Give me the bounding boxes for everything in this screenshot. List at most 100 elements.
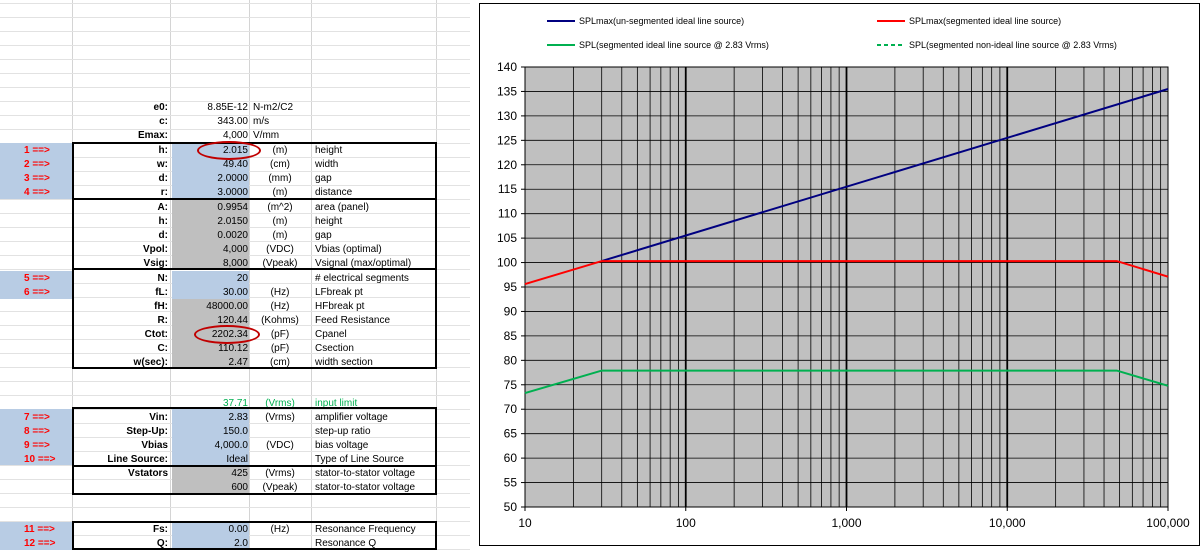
- cell-label[interactable]: Vbias: [141, 440, 168, 451]
- cell-label[interactable]: Vpol:: [143, 244, 168, 255]
- cell-description[interactable]: gap: [315, 173, 332, 184]
- cell-description[interactable]: Resonance Q: [315, 538, 377, 549]
- cell-unit[interactable]: [251, 453, 309, 466]
- cell-description[interactable]: height: [315, 145, 343, 156]
- cell-unit[interactable]: (Hz): [270, 524, 290, 535]
- cell-unit[interactable]: (m): [272, 187, 288, 198]
- cell-value[interactable]: 0.00: [228, 524, 248, 535]
- cell-unit[interactable]: (mm): [268, 173, 292, 184]
- cell-label[interactable]: fL:: [155, 287, 168, 298]
- cell-label[interactable]: N:: [157, 273, 168, 284]
- cell-description[interactable]: Cpanel: [315, 329, 347, 340]
- cell-description[interactable]: step-up ratio: [315, 426, 371, 437]
- cell-label[interactable]: Step-Up:: [126, 426, 168, 437]
- cell-unit[interactable]: [251, 537, 309, 550]
- cell-unit[interactable]: (m^2): [267, 202, 293, 213]
- cell-value[interactable]: 2202.34: [211, 329, 248, 340]
- cell-value[interactable]: 8,000: [222, 258, 248, 269]
- cell-value[interactable]: Ideal: [226, 454, 248, 465]
- cell-label[interactable]: Q:: [156, 538, 168, 549]
- cell-description[interactable]: bias voltage: [315, 440, 369, 451]
- cell-unit[interactable]: (pF): [270, 343, 290, 354]
- cell-description[interactable]: width: [315, 159, 339, 170]
- cell-description[interactable]: Vbias (optimal): [315, 244, 382, 255]
- cell-value[interactable]: 2.83: [228, 412, 248, 423]
- cell-label[interactable]: fH:: [154, 301, 168, 312]
- cell-unit[interactable]: (VDC): [266, 440, 294, 451]
- cell-value[interactable]: 30.00: [222, 287, 248, 298]
- cell-unit[interactable]: (m): [272, 216, 288, 227]
- cell-label[interactable]: Vstators: [127, 468, 168, 479]
- cell-value[interactable]: 8.85E-12: [207, 102, 248, 113]
- cell-unit[interactable]: (Vrms): [265, 398, 295, 409]
- cell-description[interactable]: input limit: [315, 398, 358, 409]
- cell-value[interactable]: 49.40: [222, 159, 248, 170]
- cell-value[interactable]: 4,000.0: [214, 440, 248, 451]
- cell-label[interactable]: h:: [158, 145, 168, 156]
- cell-unit[interactable]: (Hz): [270, 301, 290, 312]
- cell-unit[interactable]: (cm): [270, 159, 290, 170]
- cell-value[interactable]: 600: [231, 482, 248, 493]
- cell-description[interactable]: stator-to-stator voltage: [315, 468, 416, 479]
- cell-unit[interactable]: [251, 425, 309, 438]
- cell-value[interactable]: 150.0: [222, 426, 248, 437]
- cell-value[interactable]: 2.47: [228, 357, 248, 368]
- cell-description[interactable]: Csection: [315, 343, 354, 354]
- cell-label[interactable]: h:: [158, 216, 168, 227]
- cell-description[interactable]: Vsignal (max/optimal): [315, 258, 412, 269]
- cell-value[interactable]: 2.015: [222, 145, 248, 156]
- cell-value[interactable]: 20: [236, 273, 248, 284]
- cell-description[interactable]: # electrical segments: [315, 273, 409, 284]
- cell-label[interactable]: Ctot:: [144, 329, 168, 340]
- cell-label[interactable]: Vsig:: [143, 258, 168, 269]
- cell-label[interactable]: Vin:: [149, 412, 168, 423]
- cell-label[interactable]: A:: [157, 202, 168, 213]
- cell-label[interactable]: r:: [160, 187, 168, 198]
- cell-unit[interactable]: (Hz): [270, 287, 290, 298]
- cell-description[interactable]: LFbreak pt: [315, 287, 363, 298]
- cell-value[interactable]: 48000.00: [206, 301, 248, 312]
- cell-unit[interactable]: (m): [272, 145, 288, 156]
- cell-value[interactable]: 2.0000: [217, 173, 248, 184]
- cell-value[interactable]: 4,000: [222, 244, 248, 255]
- cell-label[interactable]: C:: [157, 343, 168, 354]
- cell-label[interactable]: e0:: [153, 102, 168, 113]
- cell-description[interactable]: HFbreak pt: [315, 301, 365, 312]
- cell-unit[interactable]: (cm): [270, 357, 290, 368]
- cell-unit[interactable]: (Vpeak): [262, 482, 298, 493]
- cell-unit[interactable]: (Kohms): [261, 315, 299, 326]
- cell-label[interactable]: Emax:: [137, 130, 168, 141]
- cell-value[interactable]: 3.0000: [217, 187, 248, 198]
- cell-label[interactable]: Line Source:: [107, 454, 168, 465]
- cell-unit[interactable]: V/mm: [253, 130, 280, 141]
- cell-value[interactable]: 120.44: [217, 315, 248, 326]
- cell-value[interactable]: 110.12: [218, 343, 248, 354]
- cell-description[interactable]: Type of Line Source: [315, 454, 404, 465]
- cell-label[interactable]: w(sec):: [133, 357, 168, 368]
- cell-unit[interactable]: (Vrms): [265, 468, 295, 479]
- cell-description[interactable]: distance: [315, 187, 353, 198]
- cell-unit[interactable]: (pF): [270, 329, 290, 340]
- cell-value[interactable]: 37.71: [222, 398, 248, 409]
- cell-label[interactable]: w:: [156, 159, 168, 170]
- cell-value[interactable]: 4,000: [222, 130, 248, 141]
- cell-label[interactable]: Fs:: [153, 524, 168, 535]
- cell-description[interactable]: gap: [315, 230, 332, 241]
- cell-label[interactable]: R:: [157, 315, 168, 326]
- cell-description[interactable]: amplifier voltage: [315, 412, 388, 423]
- cell-description[interactable]: Resonance Frequency: [315, 524, 416, 535]
- cell-label[interactable]: [74, 481, 168, 494]
- spl-chart[interactable]: SPLmax(un-segmented ideal line source) SP…: [479, 3, 1200, 546]
- cell-unit[interactable]: (Vrms): [265, 412, 295, 423]
- cell-value[interactable]: 425: [231, 468, 248, 479]
- cell-unit[interactable]: (m): [272, 230, 288, 241]
- cell-value[interactable]: 2.0150: [217, 216, 248, 227]
- cell-unit[interactable]: N-m2/C2: [253, 102, 294, 113]
- cell-description[interactable]: width section: [315, 357, 373, 368]
- cell-description[interactable]: area (panel): [315, 202, 369, 213]
- cell-description[interactable]: height: [315, 216, 343, 227]
- cell-value[interactable]: 0.9954: [217, 202, 248, 213]
- cell-description[interactable]: Feed Resistance: [315, 315, 391, 326]
- cell-label[interactable]: c:: [159, 116, 168, 127]
- cell-description[interactable]: stator-to-stator voltage: [315, 482, 416, 493]
